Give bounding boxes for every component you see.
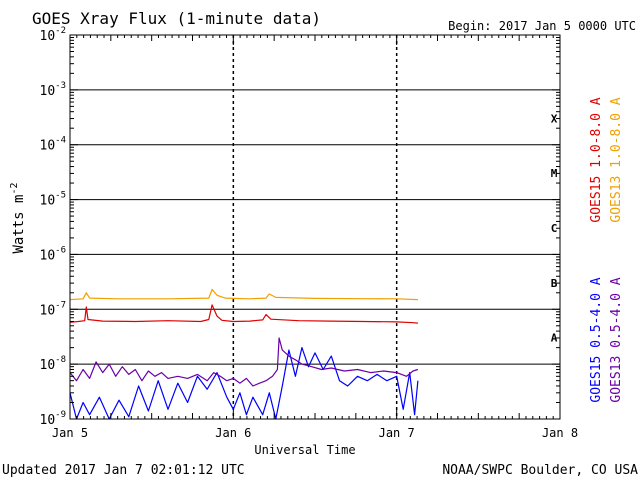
series-group [69,288,419,420]
y-axis-label-exponent: -2 [9,182,20,194]
x-axis-ticks: Jan 5 Jan 6 Jan 7 Jan 8 [52,35,578,440]
y-tick-label: 10-2 [40,26,67,44]
chart-title: GOES Xray Flux (1-minute data) [32,9,321,28]
y-tick-label: 10-7 [40,300,67,318]
y-tick-label: 10-9 [40,410,67,428]
legend-entry: GOES15 1.0-8.0 A [589,97,604,222]
x-tick-label: Jan 6 [215,426,251,440]
x-tick-label: Jan 7 [379,426,415,440]
flare-class-label: B [551,277,558,290]
series-line [69,288,418,301]
x-tick-label: Jan 5 [52,426,88,440]
legend-entry: GOES15 0.5-4.0 A [589,277,604,402]
flare-class-labels: X M C B A [551,112,558,344]
y-tick-label: 10-8 [40,355,67,373]
flare-class-label: X [551,112,558,125]
legend-entry: GOES13 0.5-4.0 A [609,277,624,402]
series-line [69,304,418,324]
y-axis-label-text: Watts m [11,195,27,254]
x-tick-label: Jan 8 [542,426,578,440]
y-tick-label: 10-4 [40,136,67,154]
legend: GOES15 1.0-8.0 A GOES13 1.0-8.0 A GOES15 0… [589,97,624,402]
series-line [69,347,419,420]
series-line [69,337,419,387]
updated-timestamp: Updated 2017 Jan 7 02:01:12 UTC [2,463,245,478]
y-tick-label: 10-5 [40,191,67,209]
credit-label: NOAA/SWPC Boulder, CO USA [442,463,638,478]
y-axis-label: Watts m-2 [9,182,27,253]
y-tick-label: 10-3 [40,81,67,99]
flare-class-label: C [551,222,558,235]
grid-lines [70,34,560,420]
x-axis-label: Universal Time [254,443,355,457]
begin-time-label: Begin: 2017 Jan 5 0000 UTC [448,19,636,33]
flare-class-label: A [551,332,558,345]
flare-class-label: M [551,167,558,180]
y-tick-label: 10-6 [40,245,67,263]
y-axis-ticks: 10-2 10-3 10-4 10-5 10-6 10-7 10-8 10-9 [40,26,560,428]
legend-entry: GOES13 1.0-8.0 A [609,97,624,222]
